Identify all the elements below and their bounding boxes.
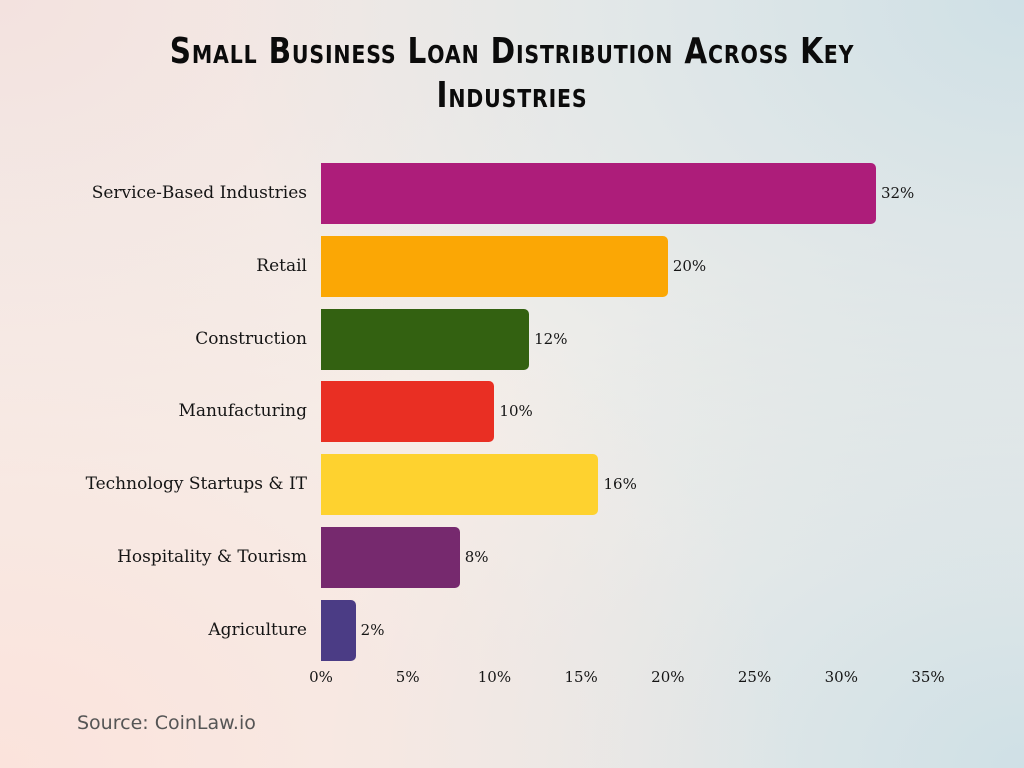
x-tick-label: 30% <box>824 668 858 686</box>
value-label: 10% <box>499 402 533 421</box>
bar <box>321 308 530 370</box>
bar <box>321 163 876 224</box>
bar-row: Agriculture 2% <box>0 599 1024 661</box>
value-label: 2% <box>360 620 385 639</box>
bar <box>321 454 599 516</box>
x-tick-label: 0% <box>309 668 333 686</box>
x-tick-label: 15% <box>564 668 598 686</box>
source-note: Source: CoinLaw.io <box>77 712 256 734</box>
bar <box>321 599 356 661</box>
value-label: 32% <box>880 184 915 202</box>
bar <box>321 381 495 443</box>
bar-row: Service-Based Industries 32% <box>0 163 1024 224</box>
x-tick-label: 35% <box>911 668 945 686</box>
bar-row: Construction 12% <box>0 308 1024 370</box>
category-label: Hospitality & Tourism <box>117 547 307 567</box>
bar-row: Technology Startups & IT 16% <box>0 454 1024 516</box>
category-label: Retail <box>256 255 307 276</box>
x-tick-label: 5% <box>395 668 420 686</box>
bar <box>321 235 668 297</box>
x-tick-label: 20% <box>651 668 685 686</box>
chart-title: Small Business Loan Distribution Across … <box>169 31 855 116</box>
bar-row: Hospitality & Tourism 8% <box>0 527 1024 588</box>
category-label: Agriculture <box>208 619 307 640</box>
bar-row: Manufacturing 10% <box>0 381 1024 443</box>
value-label: 20% <box>672 256 707 275</box>
value-label: 8% <box>464 548 489 566</box>
x-tick-label: 25% <box>737 668 772 686</box>
category-label: Construction <box>195 328 307 349</box>
category-label: Manufacturing <box>178 401 307 422</box>
category-label: Service-Based Industries <box>91 183 307 203</box>
value-label: 12% <box>534 329 568 348</box>
value-label: 16% <box>603 475 637 494</box>
bar-row: Retail 20% <box>0 235 1024 297</box>
x-tick-label: 10% <box>477 668 512 686</box>
bar <box>321 527 460 588</box>
category-label: Technology Startups & IT <box>85 474 307 495</box>
